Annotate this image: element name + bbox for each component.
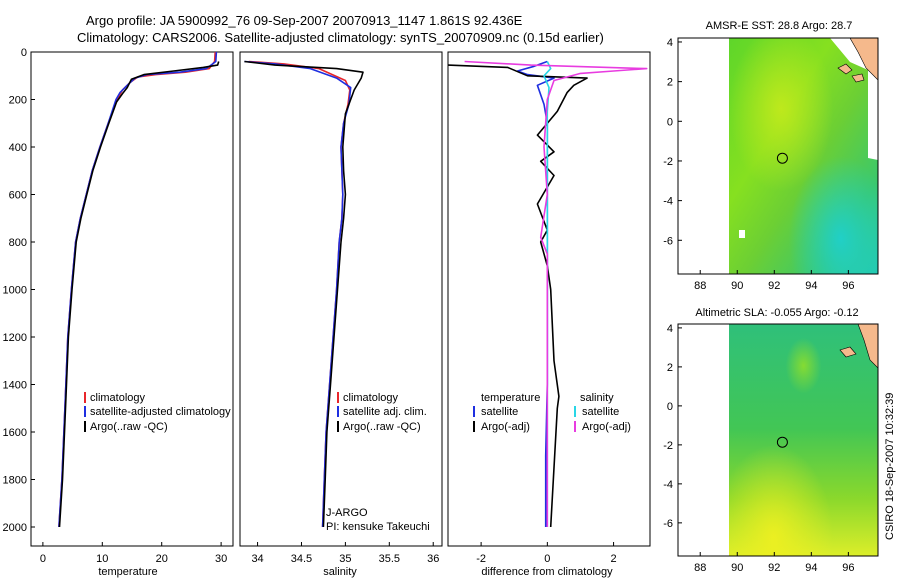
- map-x-tick-label: 88: [694, 562, 706, 574]
- y-tick-label: 0: [21, 47, 27, 59]
- legend-label-climatology: climatology: [343, 392, 399, 404]
- pi-annotation: PI: kensuke Takeuchi: [326, 521, 430, 533]
- y-tick-label: 200: [9, 95, 27, 107]
- argo-location-marker: [776, 152, 788, 164]
- map-y-tick-label: 0: [667, 116, 673, 128]
- map-y-tick-label: -2: [663, 440, 673, 452]
- salinity-legend: climatology satellite adj. clim. Argo(..…: [337, 392, 427, 433]
- x-tick-label: 35.5: [379, 553, 400, 565]
- salinity-panel: 34 34.5 35 35.5 36 salinity climatology sate…: [239, 51, 443, 578]
- temperature-legend: climatology satellite-adjusted climatolo…: [84, 392, 231, 433]
- legend-title-salinity: salinity: [580, 392, 614, 404]
- map-x-tick-label: 94: [805, 280, 817, 292]
- map-x-tick-label: 92: [768, 562, 780, 574]
- x-tick-label: 0: [40, 553, 46, 565]
- y-tick-label: 1200: [3, 332, 27, 344]
- sla-map-frame: [677, 323, 879, 557]
- map-x-tick-label: 90: [731, 280, 743, 292]
- sla-map-title: Altimetric SLA: -0.055 Argo: -0.12: [695, 307, 858, 319]
- map-y-tick-label: -2: [663, 156, 673, 168]
- y-tick-label: 1400: [3, 380, 27, 392]
- legend-label-sal-satellite: satellite: [582, 406, 619, 418]
- x-tick-label: 35: [339, 553, 351, 565]
- map-y-tick-label: -6: [663, 235, 673, 247]
- x-tick-label: 34.5: [291, 553, 312, 565]
- map-x-tick-label: 94: [805, 562, 817, 574]
- map-x-tick-label: 96: [842, 562, 854, 574]
- legend-label-argo: Argo(..raw -QC): [90, 421, 168, 433]
- legend-label-climatology: climatology: [90, 392, 146, 404]
- x-tick-label: 20: [156, 553, 168, 565]
- creation-stamp: CSIRO 18-Sep-2007 10:32:39: [884, 393, 896, 540]
- sst-map-panel: AMSR-E SST: 28.8 Argo: 28.7 88 90 92 94 96 4 2…: [663, 20, 879, 292]
- map-x-tick-label: 88: [694, 280, 706, 292]
- map-y-tick-label: -6: [663, 518, 673, 530]
- y-tick-label: 1800: [3, 475, 27, 487]
- sst-land-island: [851, 73, 865, 83]
- argo-location-marker: [776, 436, 788, 448]
- series-line-argo-raw-qc-: [244, 60, 364, 528]
- sst-missing-pixel: [739, 230, 745, 238]
- legend-label-sal-argo: Argo(-adj): [582, 421, 631, 433]
- map-x-tick-label: 90: [731, 562, 743, 574]
- map-y-tick-label: 4: [667, 323, 673, 335]
- series-line-argo-raw-qc-: [58, 61, 220, 528]
- sst-map-title: AMSR-E SST: 28.8 Argo: 28.7: [706, 20, 853, 32]
- sla-eddy-patch: [729, 324, 878, 556]
- y-tick-label: 1600: [3, 427, 27, 439]
- figure-title-line1: Argo profile: JA 5900992_76 09-Sep-2007 …: [86, 13, 523, 28]
- series-line-salinity-argo-adj-: [464, 60, 648, 527]
- map-y-tick-label: 0: [667, 401, 673, 413]
- sst-missing-data: [830, 38, 878, 160]
- map-y-tick-label: 4: [667, 37, 673, 49]
- temperature-plot-frame: [30, 51, 234, 547]
- x-tick-label: 36: [427, 553, 439, 565]
- y-tick-label: 800: [9, 237, 27, 249]
- legend-label-temp-argo: Argo(-adj): [481, 421, 530, 433]
- sla-map-panel: Altimetric SLA: -0.055 Argo: -0.12 88 90 9…: [663, 307, 879, 574]
- legend-label-satellite-adj: satellite adj. clim.: [343, 406, 427, 418]
- difference-plot-frame: [447, 51, 651, 547]
- program-annotation: J-ARGO: [326, 507, 368, 519]
- series-line-satellite-adj-clim-: [244, 60, 352, 528]
- temperature-xlabel: temperature: [98, 566, 157, 578]
- salinity-xlabel: salinity: [323, 566, 357, 578]
- x-tick-label: -2: [476, 553, 486, 565]
- legend-title-temperature: temperature: [481, 392, 540, 404]
- map-y-tick-label: 2: [667, 77, 673, 89]
- y-tick-label: 1000: [3, 285, 27, 297]
- sst-map-frame: [677, 37, 879, 275]
- legend-label-temp-satellite: satellite: [481, 406, 518, 418]
- x-tick-label: 34: [251, 553, 263, 565]
- map-x-tick-label: 92: [768, 280, 780, 292]
- difference-legend: temperature satellite Argo(-adj) salinit…: [473, 392, 631, 433]
- x-tick-label: 0: [544, 553, 550, 565]
- legend-label-argo: Argo(..raw -QC): [343, 421, 421, 433]
- sla-land-island: [839, 346, 857, 358]
- x-tick-label: 30: [215, 553, 227, 565]
- figure-title-line2: Climatology: CARS2006. Satellite-adjuste…: [77, 30, 604, 45]
- y-tick-label: 400: [9, 142, 27, 154]
- salinity-plot-frame: [239, 51, 443, 547]
- temperature-panel: 0 10 20 30 0 200 400 600 800 1000 1200 1400 1600 180…: [3, 47, 234, 578]
- y-tick-label: 600: [9, 190, 27, 202]
- difference-xlabel: difference from climatology: [481, 566, 613, 578]
- sst-cool-patch: [729, 38, 878, 274]
- map-y-tick-label: -4: [663, 479, 673, 491]
- map-x-tick-label: 96: [842, 280, 854, 292]
- map-y-tick-label: -4: [663, 196, 673, 208]
- x-tick-label: 10: [96, 553, 108, 565]
- x-tick-label: 2: [611, 553, 617, 565]
- sst-land-island: [837, 63, 853, 75]
- difference-panel: -2 0 2 difference from climatology tempera…: [447, 51, 651, 578]
- map-y-tick-label: 2: [667, 362, 673, 374]
- y-tick-label: 2000: [3, 522, 27, 534]
- legend-label-satellite-adjusted: satellite-adjusted climatology: [90, 406, 231, 418]
